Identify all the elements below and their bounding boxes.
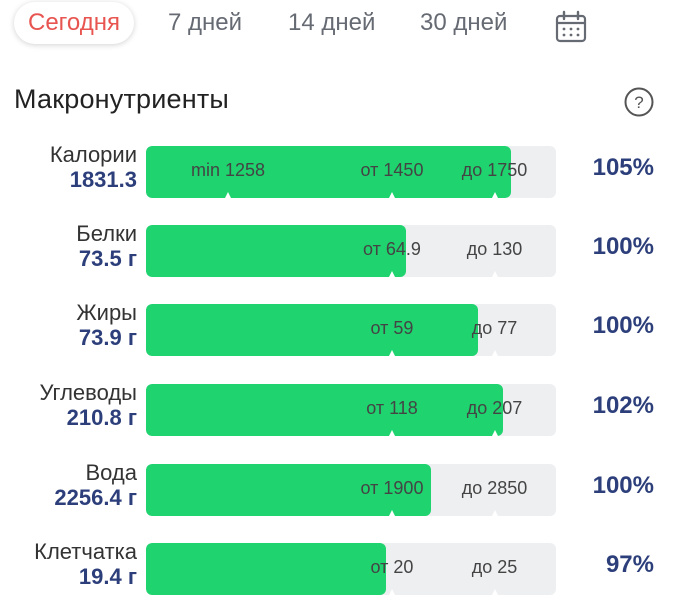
progress-track: от 20 до 25 (146, 543, 556, 595)
range-marker-label: до 2850 (461, 478, 528, 498)
tab-30-days[interactable]: 30 дней (420, 9, 508, 36)
range-marker-tick (491, 192, 498, 198)
nutrient-name: Калории (49, 142, 137, 167)
nutrient-name: Вода (85, 460, 138, 485)
nutrient-name: Жиры (76, 300, 137, 325)
svg-text:?: ? (634, 93, 643, 112)
nutrient-label: Углеводы 210.8 г (40, 381, 137, 431)
progress-track: от 1900 до 2850 (146, 464, 556, 516)
progress-track: от 118 до 207 (146, 384, 556, 436)
range-marker-tick (491, 589, 498, 595)
range-marker-label: до 1750 (461, 160, 528, 180)
range-marker-label: от 1450 (360, 160, 424, 180)
nutrient-value: 210.8 г (66, 405, 137, 430)
calendar-icon[interactable] (554, 10, 588, 44)
range-marker-tick (491, 271, 498, 277)
nutrient-label: Жиры 73.9 г (76, 301, 137, 351)
period-tabs: Сегодня 7 дней 14 дней 30 дней (14, 0, 674, 48)
progress-fill (146, 464, 431, 516)
nutrient-percent: 100% (592, 472, 654, 499)
range-marker-label: от 118 (366, 398, 418, 418)
nutrient-value: 2256.4 г (54, 485, 137, 510)
range-marker-tick (491, 510, 498, 516)
nutrient-label: Вода 2256.4 г (54, 461, 137, 511)
range-marker-tick (389, 271, 395, 277)
nutrient-name: Клетчатка (34, 539, 137, 564)
range-marker-tick (491, 350, 498, 356)
progress-fill (146, 304, 479, 356)
nutrient-percent: 100% (592, 312, 654, 339)
nutrient-percent: 102% (592, 392, 654, 419)
nutrient-name: Углеводы (39, 380, 137, 405)
tab-today[interactable]: Сегодня (14, 2, 134, 44)
range-marker-label: от 1900 (360, 478, 424, 498)
nutrient-row: Жиры 73.9 г от 59 до 77 100% (0, 300, 680, 356)
range-marker-label: от 59 (370, 318, 414, 338)
nutrient-row: Клетчатка 19.4 г от 20 до 25 97% (0, 539, 680, 595)
range-marker-tick (389, 589, 395, 595)
progress-track: от 64.9 до 130 (146, 225, 556, 277)
nutrient-label: Клетчатка 19.4 г (34, 540, 137, 590)
tab-7-days[interactable]: 7 дней (168, 9, 243, 36)
progress-fill (146, 543, 386, 595)
nutrient-label: Калории 1831.3 (50, 143, 137, 193)
nutrient-name: Белки (76, 221, 137, 246)
tab-14-days[interactable]: 14 дней (288, 9, 376, 36)
progress-track: min 1258 от 1450 до 1750 (146, 146, 556, 198)
nutrient-row: Углеводы 210.8 г от 118 до 207 102% (0, 380, 680, 436)
range-marker-label: до 77 (471, 318, 518, 338)
nutrient-row: Белки 73.5 г от 64.9 до 130 100% (0, 221, 680, 277)
nutrient-percent: 97% (605, 551, 654, 578)
nutrient-value: 73.5 г (78, 246, 137, 271)
progress-fill (146, 384, 503, 436)
range-marker-label: от 20 (370, 557, 414, 577)
range-marker-tick (389, 510, 395, 516)
range-marker-label: до 25 (471, 557, 518, 577)
range-marker-tick (389, 350, 395, 356)
nutrient-value: 1831.3 (69, 167, 137, 192)
section-title: Макронутриенты (14, 84, 230, 114)
range-marker-label: от 64.9 (363, 239, 421, 259)
progress-fill (146, 225, 407, 277)
range-marker-label: min 1258 (190, 160, 266, 180)
nutrient-label: Белки 73.5 г (76, 222, 137, 272)
range-marker-tick (389, 192, 395, 198)
range-marker-tick (389, 430, 395, 436)
range-marker-label: до 130 (466, 239, 523, 259)
range-marker-tick (225, 192, 231, 198)
range-marker-label: до 207 (466, 398, 523, 418)
progress-track: от 59 до 77 (146, 304, 556, 356)
nutrient-value: 19.4 г (78, 564, 137, 589)
nutrient-percent: 100% (592, 233, 654, 260)
progress-fill (146, 146, 511, 198)
nutrient-row: Калории 1831.3 min 1258 от 1450 до 1750 105% (0, 142, 680, 198)
nutrient-row: Вода 2256.4 г от 1900 до 2850 100% (0, 460, 680, 516)
help-icon[interactable]: ? (623, 86, 655, 118)
nutrient-value: 73.9 г (78, 325, 137, 350)
range-marker-tick (491, 430, 498, 436)
nutrient-percent: 105% (592, 154, 654, 181)
